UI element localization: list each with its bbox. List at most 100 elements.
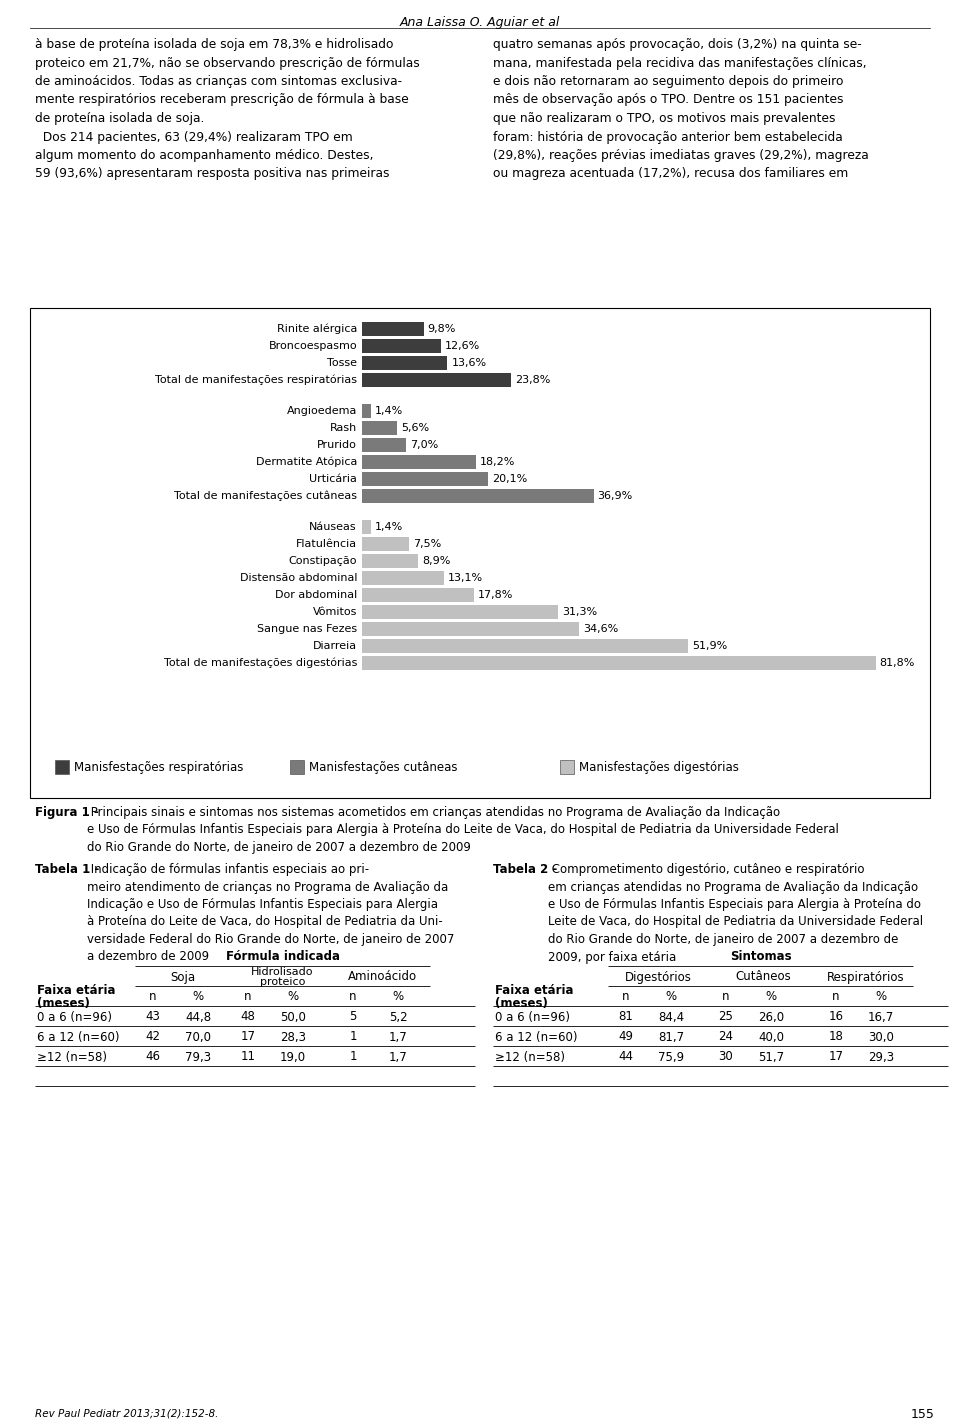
Text: 17: 17 (241, 1031, 255, 1044)
Text: à base de proteína isolada de soja em 78,3% e hidrolisado
proteico em 21,7%, não: à base de proteína isolada de soja em 78… (35, 38, 420, 181)
Text: 7,5%: 7,5% (413, 539, 442, 549)
Text: Digestórios: Digestórios (625, 970, 691, 984)
Text: Ana Laissa O. Aguiar et al: Ana Laissa O. Aguiar et al (399, 16, 561, 28)
Text: 81: 81 (618, 1011, 634, 1024)
Text: Diarreia: Diarreia (313, 641, 357, 651)
Text: 75,9: 75,9 (658, 1051, 684, 1064)
Text: n: n (244, 991, 252, 1004)
Text: 155: 155 (911, 1408, 935, 1421)
Text: Manisfestações cutâneas: Manisfestações cutâneas (309, 761, 458, 774)
Text: Manisfestações digestórias: Manisfestações digestórias (579, 761, 739, 774)
Text: n: n (832, 991, 840, 1004)
Bar (362, 455, 476, 469)
Text: 18,2%: 18,2% (480, 456, 516, 466)
Bar (362, 589, 473, 602)
Text: Tabela 1 -: Tabela 1 - (35, 863, 99, 876)
Text: 1,4%: 1,4% (374, 407, 403, 417)
Bar (362, 604, 559, 619)
Text: 5,2: 5,2 (389, 1011, 407, 1024)
Bar (362, 404, 371, 418)
Bar (362, 421, 397, 435)
Text: 11: 11 (241, 1051, 255, 1064)
Text: 44,8: 44,8 (185, 1011, 211, 1024)
Text: 1,7: 1,7 (389, 1031, 407, 1044)
Text: Rash: Rash (329, 422, 357, 434)
Text: 1,4%: 1,4% (374, 522, 403, 532)
Text: Angioedema: Angioedema (287, 407, 357, 417)
Text: Constipação: Constipação (289, 556, 357, 566)
Text: 8,9%: 8,9% (421, 556, 450, 566)
Bar (362, 338, 441, 353)
Text: Sangue nas Fezes: Sangue nas Fezes (257, 624, 357, 634)
Text: Urticária: Urticária (309, 474, 357, 483)
Text: ≥12 (n=58): ≥12 (n=58) (495, 1051, 565, 1064)
Text: 70,0: 70,0 (185, 1031, 211, 1044)
Text: 17: 17 (828, 1051, 844, 1064)
Text: Rev Paul Pediatr 2013;31(2):152-8.: Rev Paul Pediatr 2013;31(2):152-8. (35, 1408, 218, 1418)
Text: 20,1%: 20,1% (492, 474, 527, 483)
Text: Hidrolisado
proteico: Hidrolisado proteico (252, 967, 314, 987)
Text: 51,7: 51,7 (758, 1051, 784, 1064)
Bar (55, 759, 69, 774)
Text: 81,8%: 81,8% (879, 658, 915, 668)
Text: 50,0: 50,0 (280, 1011, 306, 1024)
Text: Flatulência: Flatulência (296, 539, 357, 549)
Text: %: % (287, 991, 299, 1004)
Text: Indicação de fórmulas infantis especiais ao pri-
meiro atendimento de crianças n: Indicação de fórmulas infantis especiais… (87, 863, 454, 964)
Bar (362, 555, 418, 567)
Text: 6 a 12 (n=60): 6 a 12 (n=60) (495, 1031, 578, 1044)
Text: Figura 1 -: Figura 1 - (35, 806, 99, 819)
Bar (362, 621, 579, 636)
Text: 28,3: 28,3 (280, 1031, 306, 1044)
Text: 48: 48 (241, 1011, 255, 1024)
Text: 9,8%: 9,8% (427, 324, 456, 334)
Text: 30: 30 (719, 1051, 733, 1064)
Text: 7,0%: 7,0% (410, 439, 438, 449)
Bar (362, 489, 593, 503)
Text: Faixa etária
(meses): Faixa etária (meses) (495, 984, 573, 1011)
Bar (30, 309, 930, 798)
Text: Cutâneos: Cutâneos (735, 970, 791, 984)
Text: 84,4: 84,4 (658, 1011, 684, 1024)
Text: Distensão abdominal: Distensão abdominal (239, 573, 357, 583)
Text: 16: 16 (828, 1011, 844, 1024)
Text: Aminoácido: Aminoácido (348, 970, 417, 984)
Text: %: % (876, 991, 887, 1004)
Text: Dermatite Atópica: Dermatite Atópica (255, 456, 357, 468)
Text: 6 a 12 (n=60): 6 a 12 (n=60) (37, 1031, 119, 1044)
Text: Total de manifestações respiratórias: Total de manifestações respiratórias (155, 375, 357, 385)
Text: Broncoespasmo: Broncoespasmo (269, 341, 357, 351)
Text: Vômitos: Vômitos (313, 607, 357, 617)
Text: 51,9%: 51,9% (692, 641, 727, 651)
Text: %: % (765, 991, 777, 1004)
Text: 23,8%: 23,8% (516, 375, 551, 385)
Text: n: n (149, 991, 156, 1004)
Text: 30,0: 30,0 (868, 1031, 894, 1044)
Text: 16,7: 16,7 (868, 1011, 894, 1024)
Text: Fórmula indicada: Fórmula indicada (226, 950, 340, 964)
Text: 25: 25 (719, 1011, 733, 1024)
Text: 17,8%: 17,8% (478, 590, 513, 600)
Bar (362, 321, 423, 336)
Text: 81,7: 81,7 (658, 1031, 684, 1044)
Text: n: n (349, 991, 357, 1004)
Text: 31,3%: 31,3% (563, 607, 598, 617)
Text: 5,6%: 5,6% (401, 422, 429, 434)
Text: 13,1%: 13,1% (448, 573, 484, 583)
Text: 0 a 6 (n=96): 0 a 6 (n=96) (37, 1011, 112, 1024)
Text: 46: 46 (146, 1051, 160, 1064)
Bar (362, 638, 687, 653)
Text: 5: 5 (349, 1011, 357, 1024)
Text: 44: 44 (618, 1051, 634, 1064)
Text: Soja: Soja (170, 970, 195, 984)
Text: %: % (192, 991, 204, 1004)
Text: 1: 1 (349, 1051, 357, 1064)
Bar (560, 759, 574, 774)
Bar (362, 438, 406, 452)
Text: Total de manifestações digestórias: Total de manifestações digestórias (163, 658, 357, 668)
Bar (362, 472, 489, 486)
Text: Total de manifestações cutâneas: Total de manifestações cutâneas (174, 491, 357, 501)
Text: n: n (622, 991, 630, 1004)
Text: n: n (722, 991, 730, 1004)
Text: Tosse: Tosse (327, 358, 357, 368)
